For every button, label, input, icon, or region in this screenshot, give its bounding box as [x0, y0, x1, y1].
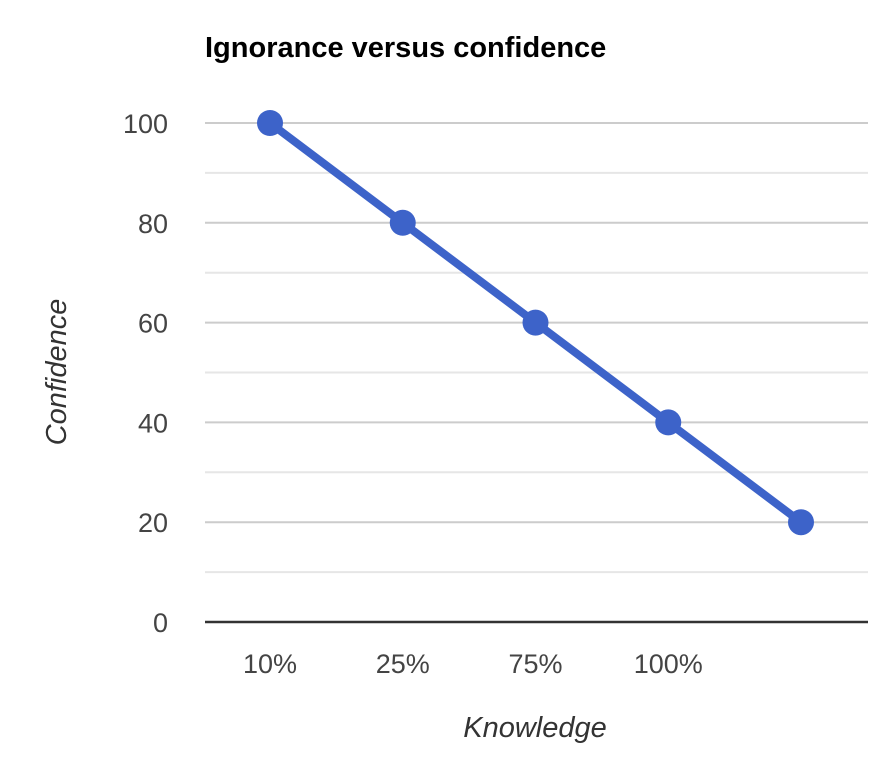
y-tick-label: 20	[138, 508, 168, 538]
data-point	[788, 509, 814, 536]
chart-title: Ignorance versus confidence	[205, 32, 607, 64]
x-tick-label: 10%	[243, 649, 297, 679]
y-tick-label: 100	[123, 109, 168, 139]
x-tick-label: 75%	[508, 649, 562, 679]
data-point	[389, 209, 416, 236]
data-point	[655, 409, 682, 436]
data-point	[522, 309, 549, 336]
data-point	[257, 110, 283, 136]
x-tick-label: 100%	[634, 649, 703, 679]
y-axis-title: Confidence	[41, 299, 73, 446]
y-tick-label: 60	[138, 309, 168, 339]
x-axis-title: Knowledge	[463, 712, 607, 744]
x-tick-label: 25%	[376, 649, 430, 679]
y-tick-label: 80	[138, 209, 168, 239]
y-tick-label: 40	[138, 408, 168, 438]
y-tick-label: 0	[153, 608, 168, 638]
